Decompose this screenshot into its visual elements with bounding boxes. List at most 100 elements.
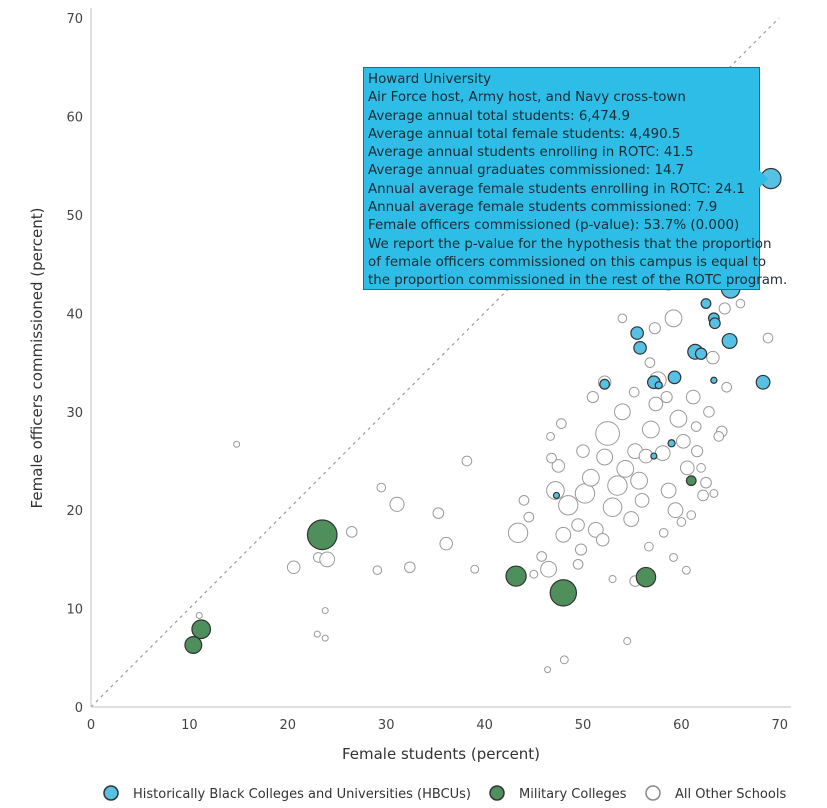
other-school-point[interactable] <box>555 526 572 543</box>
other-school-point[interactable] <box>507 522 529 544</box>
other-school-point[interactable] <box>576 444 590 458</box>
other-school-point[interactable] <box>404 561 416 574</box>
hbcu-point[interactable] <box>650 452 658 460</box>
other-school-point[interactable] <box>686 510 697 520</box>
hbcu-point[interactable] <box>700 298 712 310</box>
other-school-point[interactable] <box>432 507 445 519</box>
other-school-point[interactable] <box>644 357 656 368</box>
other-school-point[interactable] <box>195 611 203 619</box>
other-school-point[interactable] <box>642 420 660 439</box>
other-school-point[interactable] <box>706 350 720 365</box>
hbcu-point[interactable] <box>694 347 708 360</box>
other-school-point[interactable] <box>613 403 631 421</box>
hbcu-point[interactable] <box>552 491 561 500</box>
other-school-point[interactable] <box>623 511 640 527</box>
other-school-point[interactable] <box>644 541 654 552</box>
hbcu-point[interactable] <box>755 374 771 390</box>
other-school-point[interactable] <box>676 517 687 527</box>
other-school-point[interactable] <box>735 298 746 309</box>
legend-item-military[interactable]: Military Colleges <box>489 785 627 802</box>
hbcu-point[interactable] <box>667 370 682 385</box>
other-school-point[interactable] <box>536 551 548 562</box>
other-school-point[interactable] <box>544 666 552 674</box>
military-college-point[interactable] <box>505 565 527 587</box>
other-school-point[interactable] <box>697 489 709 502</box>
other-school-point[interactable] <box>461 455 473 467</box>
other-school-point[interactable] <box>616 459 635 478</box>
hbcu-point[interactable] <box>633 340 647 355</box>
hbcu-point[interactable] <box>721 332 738 349</box>
other-school-point[interactable] <box>669 552 678 562</box>
other-school-point[interactable] <box>546 431 555 441</box>
other-school-point[interactable] <box>608 575 617 584</box>
military-college-point[interactable] <box>306 519 338 551</box>
other-school-point[interactable] <box>581 468 600 487</box>
military-college-point[interactable] <box>549 579 578 607</box>
other-school-point[interactable] <box>660 390 673 404</box>
other-school-point[interactable] <box>558 495 579 516</box>
other-school-point[interactable] <box>721 381 733 393</box>
other-school-point[interactable] <box>376 482 387 493</box>
other-school-point[interactable] <box>676 433 691 449</box>
other-school-point[interactable] <box>319 551 336 568</box>
legend-item-hbcu[interactable]: Historically Black Colleges and Universi… <box>103 785 471 802</box>
other-school-point[interactable] <box>313 630 321 638</box>
military-college-point[interactable] <box>685 475 697 487</box>
other-school-point[interactable] <box>286 560 301 575</box>
other-school-point[interactable] <box>709 489 719 498</box>
other-school-point[interactable] <box>658 528 669 538</box>
other-school-point[interactable] <box>587 521 604 538</box>
other-school-point[interactable] <box>372 565 383 576</box>
legend-item-other[interactable]: All Other Schools <box>645 785 786 802</box>
other-school-point[interactable] <box>470 564 480 574</box>
hbcu-point[interactable] <box>708 317 721 330</box>
other-school-point[interactable] <box>546 452 557 464</box>
other-school-point[interactable] <box>574 543 588 556</box>
other-school-point[interactable] <box>700 476 712 489</box>
other-school-point[interactable] <box>660 482 677 499</box>
other-school-point[interactable] <box>389 496 405 512</box>
other-school-point[interactable] <box>623 637 632 646</box>
other-school-point[interactable] <box>523 511 535 523</box>
other-school-point[interactable] <box>718 302 731 315</box>
other-school-point[interactable] <box>703 405 715 418</box>
other-school-point[interactable] <box>630 471 648 490</box>
other-school-point[interactable] <box>345 526 358 538</box>
other-school-point[interactable] <box>713 431 725 442</box>
other-school-point[interactable] <box>617 313 628 324</box>
other-school-point[interactable] <box>648 322 661 335</box>
other-school-point[interactable] <box>690 421 702 432</box>
other-school-point[interactable] <box>696 463 706 473</box>
other-school-point[interactable] <box>574 483 596 504</box>
military-college-point[interactable] <box>191 619 212 640</box>
other-school-point[interactable] <box>233 440 241 448</box>
hbcu-point[interactable] <box>599 378 611 390</box>
hbcu-point[interactable] <box>630 326 644 340</box>
other-school-point[interactable] <box>664 309 683 328</box>
other-school-point[interactable] <box>685 389 701 405</box>
military-college-point[interactable] <box>184 636 203 654</box>
other-school-point[interactable] <box>439 536 453 551</box>
other-school-point[interactable] <box>669 409 688 428</box>
other-school-point[interactable] <box>595 421 620 446</box>
other-school-point[interactable] <box>586 390 599 404</box>
hbcu-point[interactable] <box>710 376 718 384</box>
military-college-point[interactable] <box>635 566 657 588</box>
other-school-point[interactable] <box>648 396 664 412</box>
other-school-point[interactable] <box>559 655 569 665</box>
other-school-point[interactable] <box>667 502 684 519</box>
other-school-point[interactable] <box>518 495 530 506</box>
other-school-point[interactable] <box>628 386 640 398</box>
other-school-point[interactable] <box>321 634 329 642</box>
other-school-point[interactable] <box>681 565 691 575</box>
other-school-point[interactable] <box>540 560 557 578</box>
hbcu-point[interactable] <box>667 439 676 448</box>
other-school-point[interactable] <box>572 558 584 570</box>
other-school-point[interactable] <box>551 459 566 473</box>
other-school-point[interactable] <box>529 569 539 579</box>
other-school-point[interactable] <box>607 475 628 496</box>
other-school-point[interactable] <box>602 497 623 518</box>
other-school-point[interactable] <box>595 532 610 547</box>
other-school-point[interactable] <box>762 332 774 344</box>
other-school-point[interactable] <box>556 418 567 429</box>
